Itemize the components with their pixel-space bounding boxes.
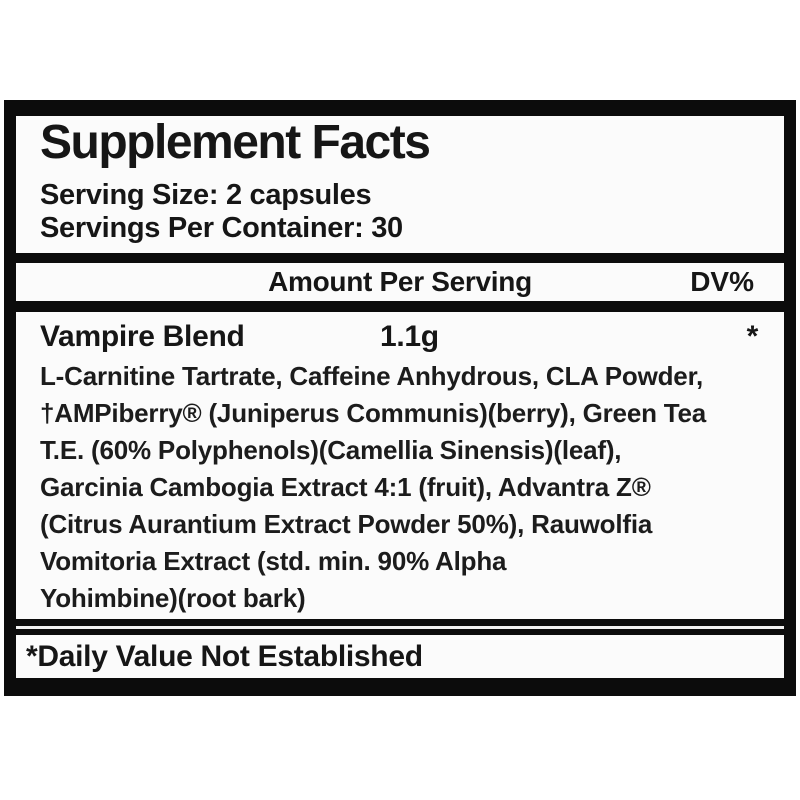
servings-per-container-line: Servings Per Container: 30 xyxy=(40,212,403,244)
column-header-row: Amount Per Serving DV% xyxy=(16,263,784,301)
footer-divider-line xyxy=(16,625,784,629)
footnote-panel: *Daily Value Not Established xyxy=(16,635,784,678)
serving-info: Serving Size: 2 capsules Servings Per Co… xyxy=(40,179,766,245)
daily-value-footnote: *Daily Value Not Established xyxy=(26,639,423,673)
dv-percent-header: DV% xyxy=(690,266,754,297)
supplement-facts-label: Supplement Facts Serving Size: 2 capsule… xyxy=(4,100,796,696)
supplement-facts-title: Supplement Facts xyxy=(40,116,431,169)
amount-per-serving-header: Amount Per Serving xyxy=(268,266,532,297)
footer-divider xyxy=(16,619,784,635)
blend-panel: Vampire Blend 1.1g * L-Carnitine Tartrat… xyxy=(16,312,784,619)
blend-name: Vampire Blend xyxy=(40,320,245,353)
blend-dv-asterisk: * xyxy=(746,320,759,353)
ingredients-list: L-Carnitine Tartrate, Caffeine Anhydrous… xyxy=(40,361,707,613)
blend-amount: 1.1g xyxy=(380,320,439,353)
label-header-panel: Supplement Facts Serving Size: 2 capsule… xyxy=(16,116,784,253)
blend-row: Vampire Blend 1.1g * xyxy=(40,316,758,358)
serving-size-line: Serving Size: 2 capsules xyxy=(40,179,372,211)
